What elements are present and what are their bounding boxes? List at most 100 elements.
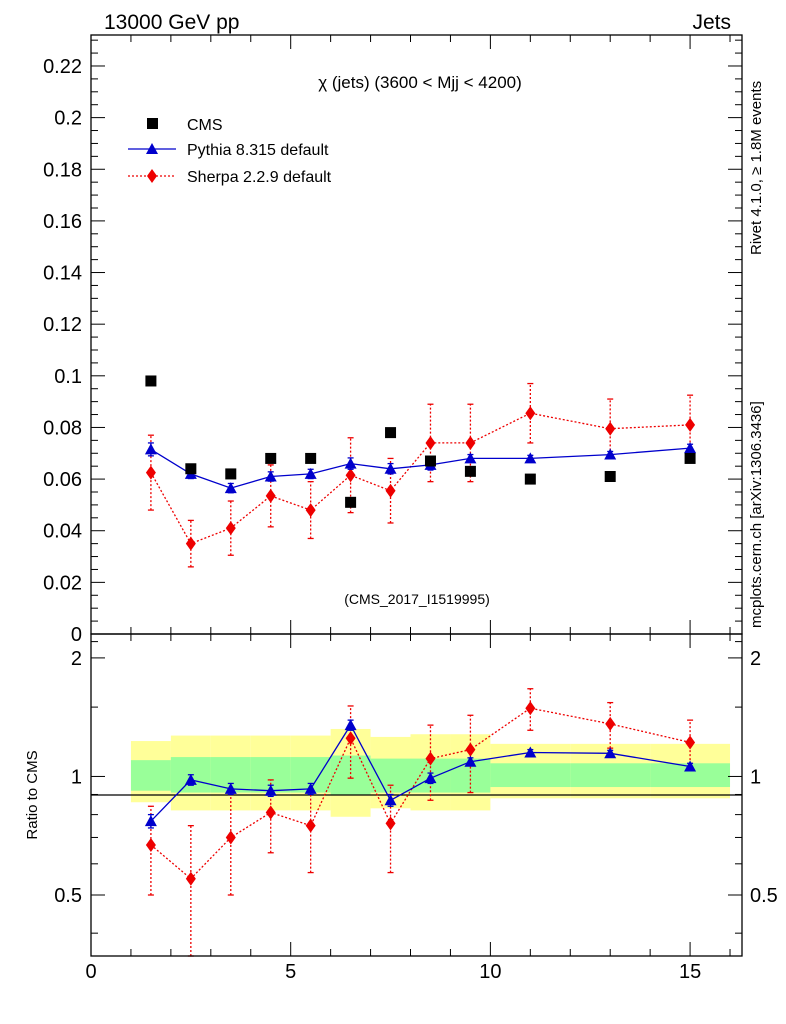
header-process: Jets [692,11,731,34]
cms-point [524,473,536,485]
ratio-ylabel: Ratio to CMS [24,750,41,839]
main-ytick-label: 0.08 [43,417,82,439]
pythia-point [344,457,357,469]
pythia-line [150,447,691,489]
pythia-point [384,462,397,474]
main-title: χ (jets) (3600 < Mjj < 4200) [318,73,522,92]
pythia-point [604,448,617,460]
pythia-point [684,442,697,454]
cms-point [464,465,476,477]
ratio-pythia-point [304,782,317,794]
ratio-pythia-point [344,719,357,731]
main-ytick-label: 0.2 [54,108,82,130]
ratio-xtick-label: 15 [679,961,701,983]
ratio-sherpa-point [185,871,196,886]
ratio-pythia-point [184,773,197,785]
cms-point [385,427,397,439]
ratio-pythia-point [224,782,237,794]
ratio-sherpa-point [385,816,396,831]
main-ytick-label: 0.18 [43,159,82,181]
ratio-panel: 0.5 0.5 1 1 2 2 0 5 10 15 Ratio to CMS [24,633,778,983]
sherpa-point [185,536,196,551]
ratio-frame [90,633,743,957]
sherpa-point [225,521,236,536]
main-ytick-label: 0.02 [43,572,82,594]
main-ytick-label: 0.14 [43,263,82,285]
ratio-sherpa-point [685,735,696,750]
ratio-sherpa-point [465,742,476,757]
legend-sherpa-marker [147,169,157,183]
watermark: (CMS_2017_I1519995) [344,591,490,607]
side-label-mcplots: mcplots.cern.ch [arXiv:1306.3436] [748,401,765,628]
pythia-point [144,443,157,455]
ratio-ytick-label-right: 0.5 [750,885,778,907]
cms-point [424,455,436,467]
cms-point [225,468,237,480]
pythia-point [224,482,237,494]
ratio-pythia-point [604,747,617,759]
ratio-sherpa-point [265,805,276,820]
ratio-band-inner [650,763,731,788]
ratio-sherpa-point [305,818,316,833]
sherpa-point [685,417,696,432]
legend-pythia-label: Pythia 8.315 default [187,142,329,159]
ratio-ytick-label-right: 2 [750,648,761,670]
ratio-pythia-line [150,723,691,822]
sherpa-point [345,468,356,483]
side-label-rivet: Rivet 4.1.0, ≥ 1.8M events [748,81,765,255]
ratio-pythia-point [424,772,437,784]
header-collision: 13000 GeV pp [104,11,239,34]
cms-point [265,452,277,464]
ratio-pythia-point [144,815,157,827]
sherpa-point [385,483,396,498]
ratio-xtick-label: 0 [85,961,96,983]
cms-point [345,496,357,508]
sherpa-point [425,435,436,450]
ratio-band-inner [130,760,171,791]
ratio-sherpa-point [525,701,536,716]
ratio-ytick-label-left: 0.5 [54,885,82,907]
pythia-point [264,470,277,482]
cms-point [604,471,616,483]
ratio-pythia-point [684,760,697,772]
ratio-sherpa-point [145,837,156,852]
cms-point [305,452,317,464]
sherpa-point [605,421,616,436]
pythia-point [304,467,317,479]
sherpa-point [305,503,316,518]
ratio-sherpa-point [345,731,356,746]
ratio-pythia-point [264,784,277,796]
pythia-point [464,452,477,464]
legend-cms-label: CMS [187,117,223,134]
ratio-ytick-label-left: 1 [71,766,82,788]
ratio-pythia-point [524,746,537,758]
ratio-sherpa-point [425,751,436,766]
ratio-band-inner [570,763,651,788]
cms-point [145,375,157,387]
sherpa-point [465,435,476,450]
main-ytick-label: 0.16 [43,211,82,233]
ratio-pythia-point [384,794,397,806]
ratio-band-inner [490,763,571,788]
pythia-point [524,452,537,464]
ratio-sherpa-line [150,707,691,880]
ratio-sherpa-point [605,716,616,731]
ratio-xtick-label: 10 [479,961,501,983]
legend-sherpa-label: Sherpa 2.2.9 default [187,169,332,186]
legend-cms-marker [147,118,158,129]
main-ytick-label: 0 [71,624,82,646]
ratio-pythia-point [464,755,477,767]
legend-pythia-marker [146,143,158,154]
main-ytick-label: 0.22 [43,56,82,78]
sherpa-point [145,465,156,480]
ratio-ytick-label-left: 2 [71,648,82,670]
main-ytick-label: 0.12 [43,314,82,336]
ratio-sherpa-point [225,830,236,845]
sherpa-point [525,406,536,421]
sherpa-point [265,488,276,503]
sherpa-line [150,412,691,545]
main-ytick-label: 0.06 [43,469,82,491]
ratio-ytick-label-right: 1 [750,766,761,788]
main-ytick-label: 0.04 [43,521,82,543]
